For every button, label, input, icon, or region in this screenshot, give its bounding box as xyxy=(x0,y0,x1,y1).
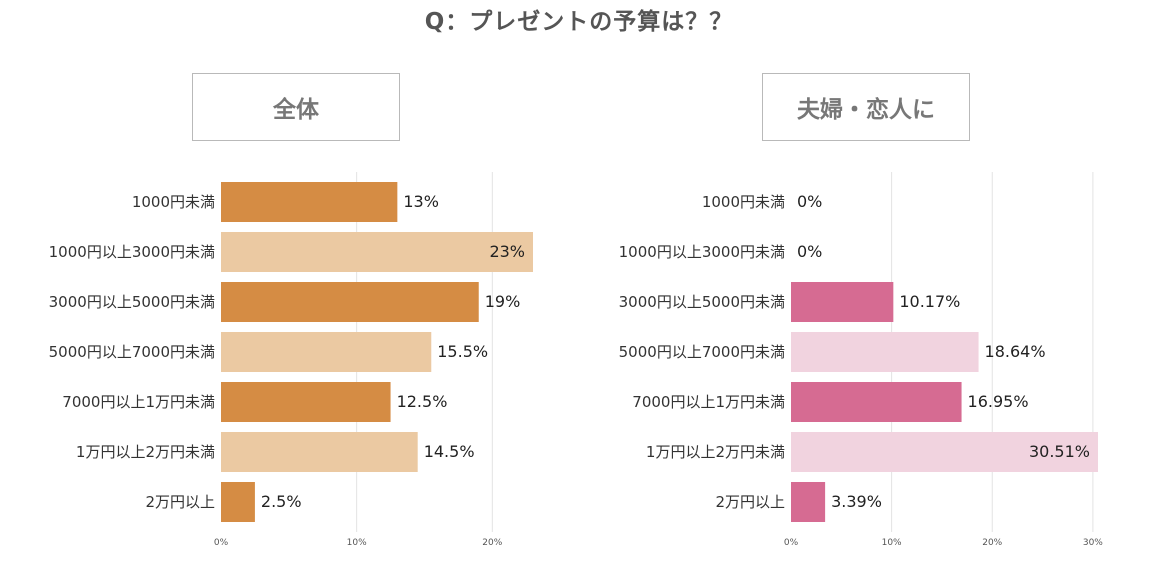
bar xyxy=(791,332,979,372)
value-label: 13% xyxy=(403,192,439,211)
category-label: 5000円以上7000円未満 xyxy=(619,343,785,361)
category-label: 1万円以上2万円未満 xyxy=(646,443,785,461)
panel-label-overall: 全体 xyxy=(192,73,400,141)
bar xyxy=(221,332,432,372)
value-label: 0% xyxy=(797,192,822,211)
category-label: 7000円以上1万円未満 xyxy=(632,393,785,411)
value-label: 2.5% xyxy=(261,492,302,511)
bar xyxy=(221,432,418,472)
category-label: 3000円以上5000円未満 xyxy=(619,293,785,311)
bar xyxy=(221,382,391,422)
x-tick-label: 20% xyxy=(982,538,1002,548)
x-tick-label: 10% xyxy=(882,538,902,548)
x-tick-label: 0% xyxy=(784,538,799,548)
category-label: 2万円以上 xyxy=(145,493,215,511)
category-label: 3000円以上5000円未満 xyxy=(49,293,215,311)
value-label: 14.5% xyxy=(424,442,475,461)
x-tick-label: 20% xyxy=(482,538,502,548)
value-label: 19% xyxy=(485,292,521,311)
category-label: 7000円以上1万円未満 xyxy=(62,393,215,411)
bar xyxy=(221,282,479,322)
value-label: 18.64% xyxy=(985,342,1046,361)
x-tick-label: 0% xyxy=(214,538,229,548)
category-label: 1000円以上3000円未満 xyxy=(49,243,215,261)
bar xyxy=(791,282,894,322)
value-label: 10.17% xyxy=(899,292,960,311)
value-label: 0% xyxy=(797,242,822,261)
value-label: 3.39% xyxy=(831,492,882,511)
value-label: 30.51% xyxy=(1029,442,1090,461)
bar xyxy=(221,232,533,272)
value-label: 15.5% xyxy=(437,342,488,361)
x-tick-label: 30% xyxy=(1083,538,1103,548)
page-title: Q：プレゼントの予算は？？ xyxy=(424,9,734,35)
bar xyxy=(221,482,255,522)
category-label: 1000円以上3000円未満 xyxy=(619,243,785,261)
category-label: 2万円以上 xyxy=(715,493,785,511)
category-label: 5000円以上7000円未満 xyxy=(49,343,215,361)
x-tick-label: 10% xyxy=(347,538,367,548)
chart-overall: 1000円未満 13% 1000円以上3000円未満 23% 3000円以上5000円未… xyxy=(49,172,533,548)
bar xyxy=(791,382,962,422)
bar xyxy=(791,432,1098,472)
category-label: 1000円未満 xyxy=(132,193,215,211)
category-label: 1万円以上2万円未満 xyxy=(76,443,215,461)
value-label: 23% xyxy=(489,242,525,261)
value-label: 16.95% xyxy=(968,392,1029,411)
bar xyxy=(221,182,398,222)
bar xyxy=(791,482,826,522)
category-label: 1000円未満 xyxy=(702,193,785,211)
panel-label-couples: 夫婦・恋人に xyxy=(762,73,970,141)
value-label: 12.5% xyxy=(397,392,448,411)
